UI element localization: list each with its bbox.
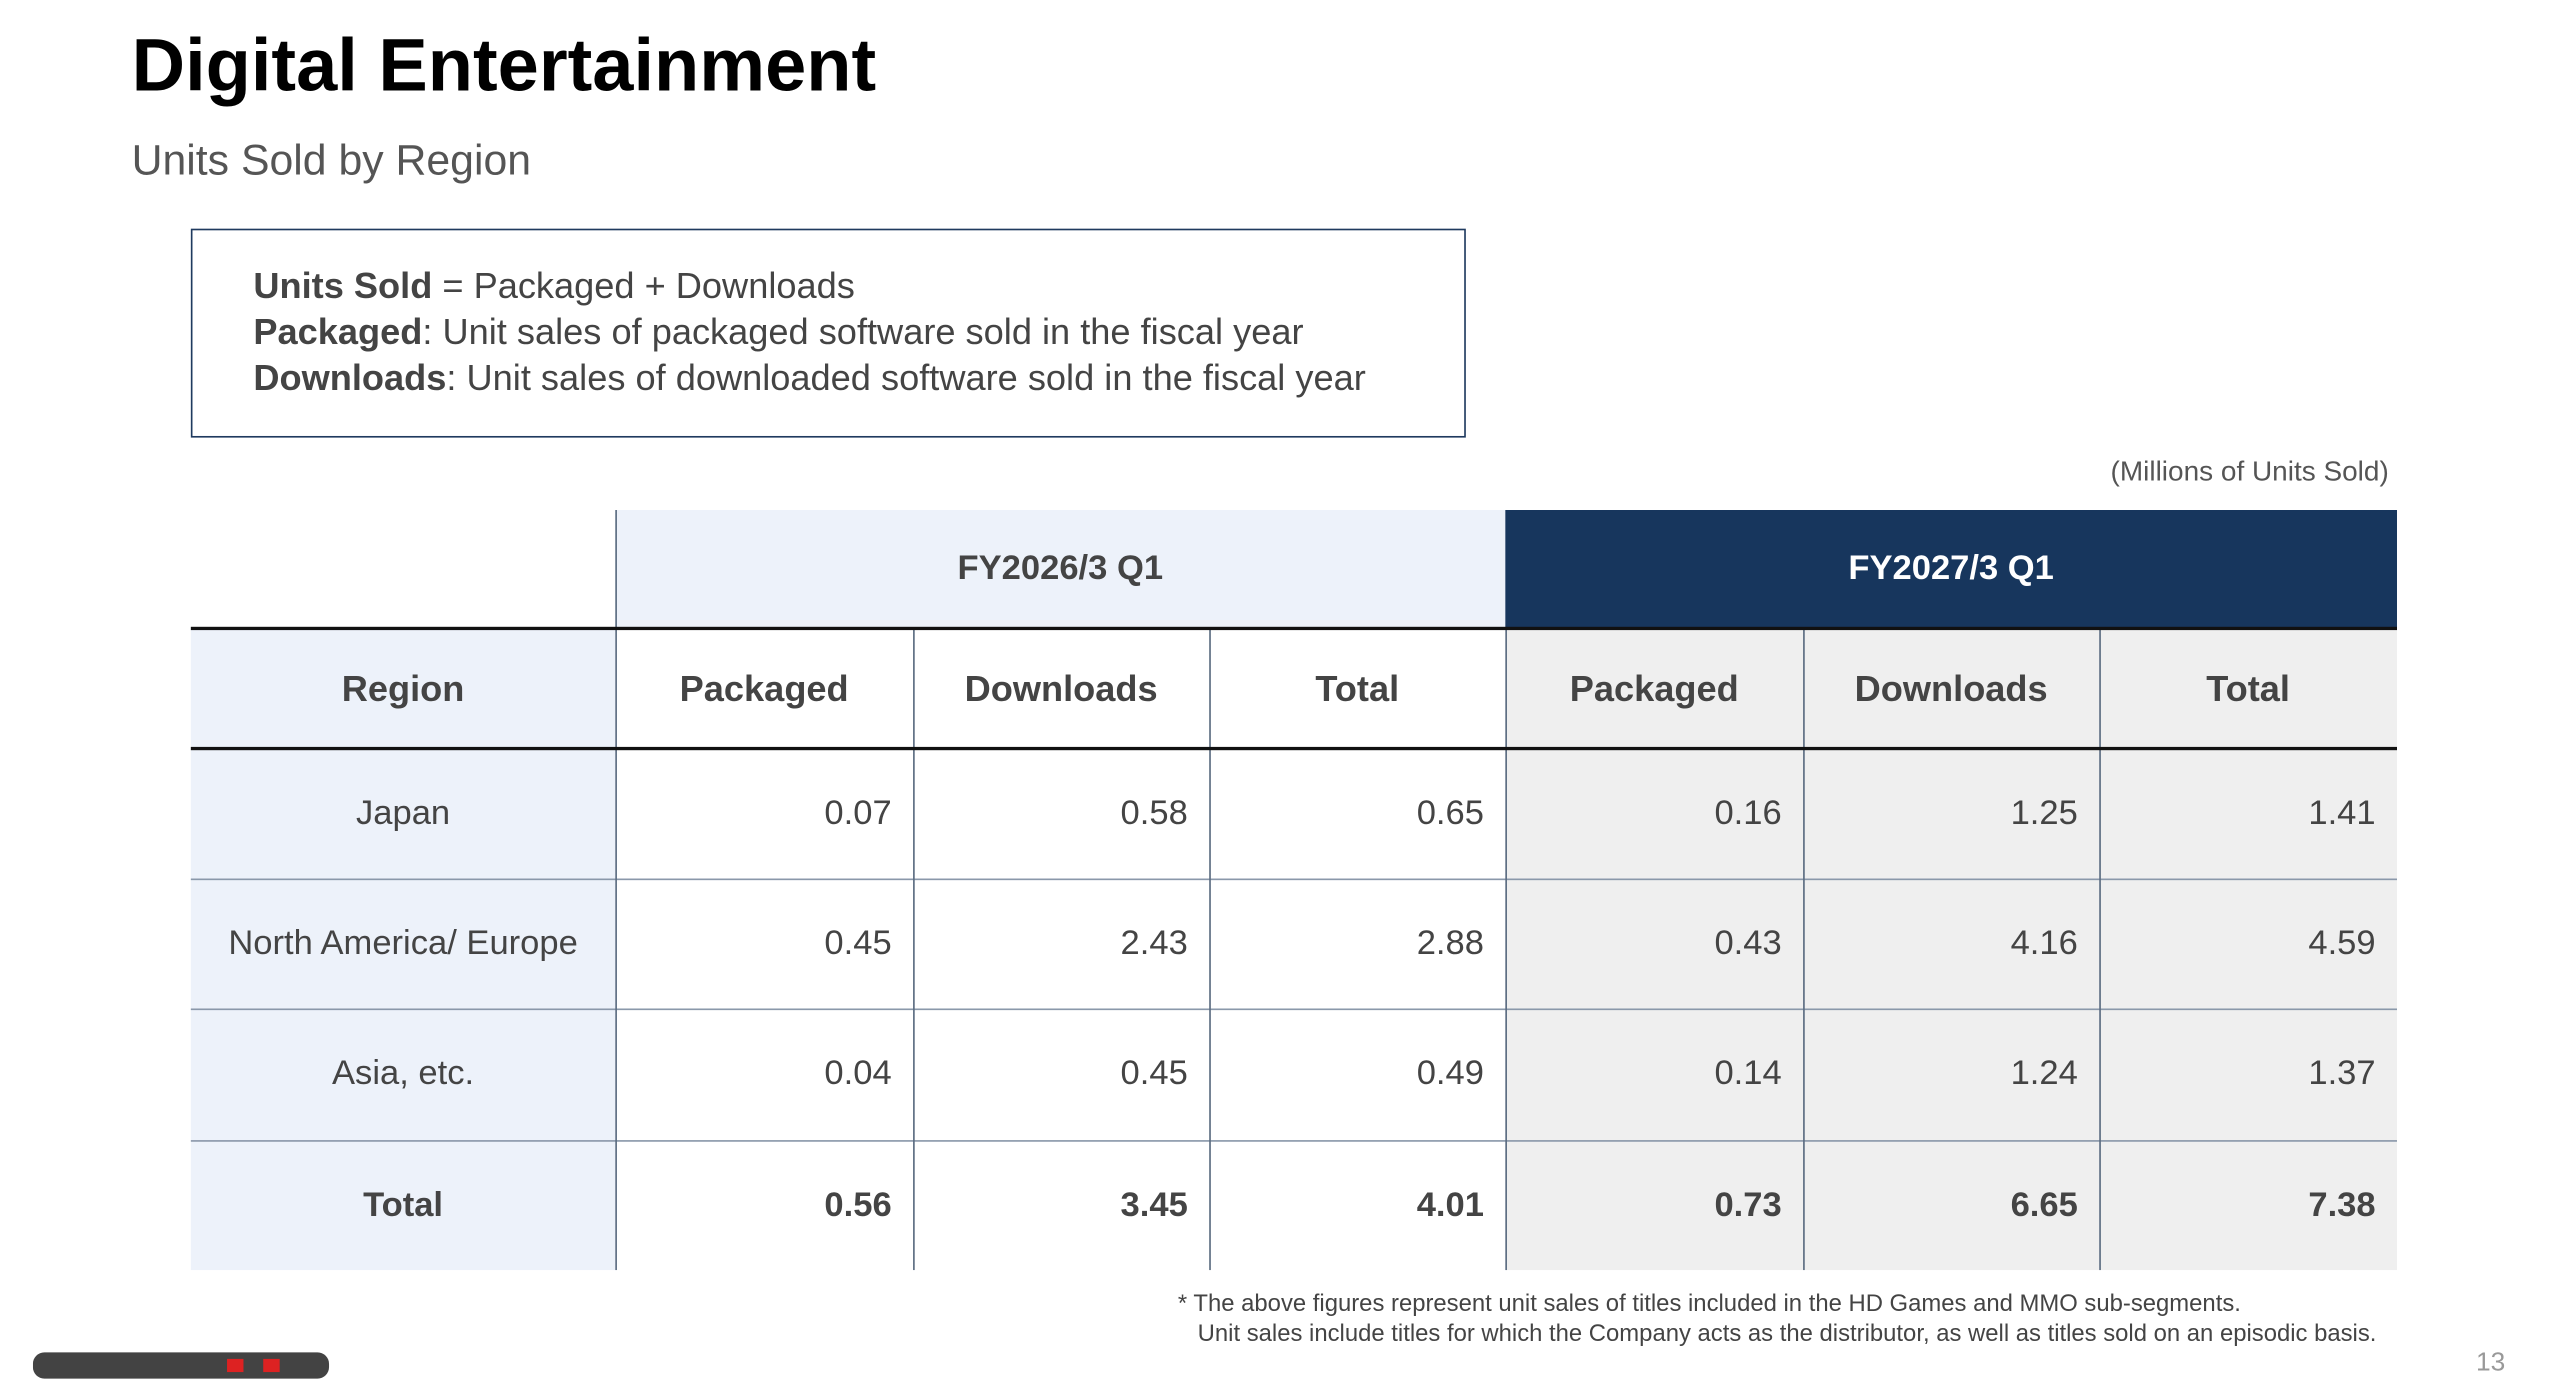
footnote: Unit sales include titles for which the … <box>1197 1321 2377 1348</box>
column-header: Packaged <box>1505 628 1804 749</box>
value-cell: 0.58 <box>913 748 1210 879</box>
column-header: Packaged <box>615 628 914 749</box>
unit-note: (Millions of Units Sold) <box>2110 455 2389 487</box>
column-separator <box>2099 628 2101 1271</box>
region-cell: North America/ Europe <box>190 878 616 1009</box>
group-header: FY2027/3 Q1 <box>1505 509 2397 629</box>
column-separator <box>615 509 617 1271</box>
value-cell: 0.14 <box>1505 1008 1804 1141</box>
column-header: Downloads <box>913 628 1210 749</box>
value-cell: 0.43 <box>1505 878 1804 1009</box>
value-cell: 0.45 <box>615 878 914 1009</box>
footnotes: * The above figures represent unit sales… <box>1178 1290 2376 1349</box>
value-cell: 4.01 <box>1209 1140 1506 1271</box>
column-separator <box>1803 628 1805 1271</box>
column-header: Total <box>2099 628 2397 749</box>
value-cell: 1.25 <box>1803 748 2100 879</box>
footnote: * The above figures represent unit sales… <box>1177 1291 2241 1318</box>
header-rule <box>190 746 2397 751</box>
value-cell: 4.59 <box>2099 878 2397 1009</box>
value-cell: 0.45 <box>913 1008 1210 1141</box>
column-separator <box>1505 628 1507 1271</box>
value-cell: 2.88 <box>1209 878 1506 1009</box>
region-cell: Total <box>190 1140 616 1271</box>
value-cell: 1.37 <box>2099 1008 2397 1141</box>
row-separator <box>190 878 2397 881</box>
title: Digital Entertainment <box>131 23 877 107</box>
subtitle: Units Sold by Region <box>131 134 532 185</box>
value-cell: 0.56 <box>615 1140 914 1271</box>
value-cell: 0.04 <box>615 1008 914 1141</box>
definition-text: = Packaged + Downloads <box>432 264 855 306</box>
value-cell: 4.16 <box>1803 878 2100 1009</box>
row-separator <box>190 1140 2397 1142</box>
region-cell: Asia, etc. <box>190 1008 616 1141</box>
column-separator <box>1209 628 1211 1271</box>
value-cell: 0.16 <box>1505 748 1804 879</box>
value-cell: 6.65 <box>1803 1140 2100 1271</box>
region-cell: Japan <box>190 748 616 879</box>
value-cell: 2.43 <box>913 878 1210 1009</box>
column-header: Region <box>190 628 616 749</box>
logo <box>32 1352 330 1379</box>
definition-term: Packaged <box>253 310 423 353</box>
definition-term: Downloads <box>253 356 447 399</box>
column-header: Downloads <box>1803 628 2100 749</box>
value-cell: 0.49 <box>1209 1008 1506 1141</box>
definition-box: Units Sold = Packaged + Downloads Package… <box>190 228 1466 438</box>
value-cell: 3.45 <box>913 1140 1210 1271</box>
row-separator <box>190 1008 2397 1011</box>
value-cell: 0.65 <box>1209 748 1506 879</box>
group-header: FY2026/3 Q1 <box>615 509 1506 629</box>
header-rule <box>190 626 2397 631</box>
definition-term: Units Sold <box>253 264 433 306</box>
value-cell: 7.38 <box>2099 1140 2397 1271</box>
value-cell: 1.24 <box>1803 1008 2100 1141</box>
page-number: 13 <box>2475 1349 2506 1377</box>
value-cell: 0.73 <box>1505 1140 1804 1271</box>
column-separator <box>913 628 915 1271</box>
definition: Packaged: Unit sales of packaged softwar… <box>253 309 1464 355</box>
definition-text: : Unit sales of packaged software sold i… <box>422 310 1304 353</box>
column-header: Total <box>1209 628 1506 749</box>
value-cell: 0.07 <box>615 748 914 879</box>
definition: Units Sold = Packaged + Downloads <box>253 263 1464 309</box>
definition: Downloads: Unit sales of downloaded soft… <box>253 355 1464 401</box>
value-cell: 1.41 <box>2099 748 2397 879</box>
definition-text: : Unit sales of downloaded software sold… <box>446 356 1366 399</box>
